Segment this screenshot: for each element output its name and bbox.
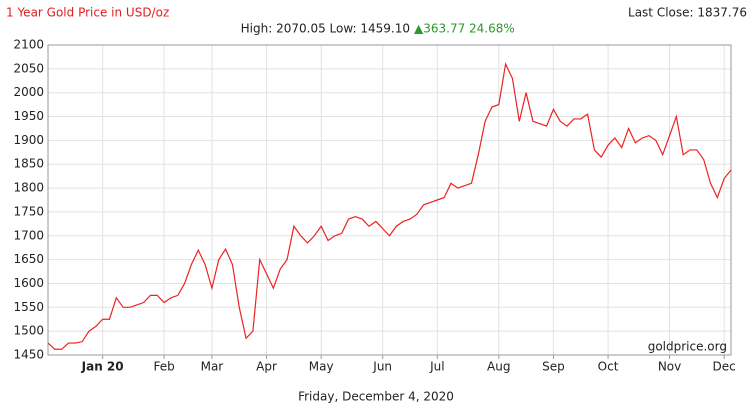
y-tick-label: 1650 bbox=[13, 252, 44, 266]
y-tick-label: 1900 bbox=[13, 133, 44, 147]
plot-border bbox=[47, 44, 732, 356]
x-tick-label: Dec bbox=[713, 360, 736, 374]
last-close: Last Close: 1837.76 bbox=[628, 6, 747, 20]
x-tick-label: Apr bbox=[256, 360, 277, 374]
x-tick-label: Oct bbox=[598, 360, 619, 374]
plot-area bbox=[47, 44, 732, 356]
x-tick-label: Jan 20 bbox=[81, 360, 124, 374]
y-tick-label: 1950 bbox=[13, 109, 44, 123]
y-tick-label: 1800 bbox=[13, 181, 44, 195]
price-line bbox=[47, 62, 732, 350]
x-tick-label: May bbox=[309, 360, 334, 374]
date: Friday, December 4, 2020 bbox=[298, 390, 454, 404]
x-tick-label: Jun bbox=[372, 360, 392, 374]
y-tick-label: 1850 bbox=[13, 157, 44, 171]
x-tick-label: Mar bbox=[201, 360, 224, 374]
y-tick-label: 1450 bbox=[13, 348, 44, 362]
y-tick-label: 1550 bbox=[13, 300, 44, 314]
y-tick-label: 1750 bbox=[13, 204, 44, 218]
y-tick-label: 1600 bbox=[13, 276, 44, 290]
chart-title: 1 Year Gold Price in USD/oz bbox=[6, 6, 169, 20]
x-tick-label: Feb bbox=[153, 360, 174, 374]
y-tick-label: 2100 bbox=[13, 38, 44, 52]
y-tick-label: 1500 bbox=[13, 324, 44, 338]
y-tick-label: 2000 bbox=[13, 85, 44, 99]
x-tick-label: Nov bbox=[658, 360, 681, 374]
x-tick-label: Jul bbox=[429, 360, 444, 374]
high-low: High: 2070.05 Low: 1459.10 bbox=[241, 22, 410, 36]
x-tick-label: Sep bbox=[542, 360, 565, 374]
watermark: goldprice.org bbox=[648, 340, 727, 354]
x-tick-label: Aug bbox=[487, 360, 510, 374]
change: ▲363.77 24.68% bbox=[414, 22, 515, 36]
y-tick-label: 2050 bbox=[13, 61, 44, 75]
y-tick-label: 1700 bbox=[13, 228, 44, 242]
